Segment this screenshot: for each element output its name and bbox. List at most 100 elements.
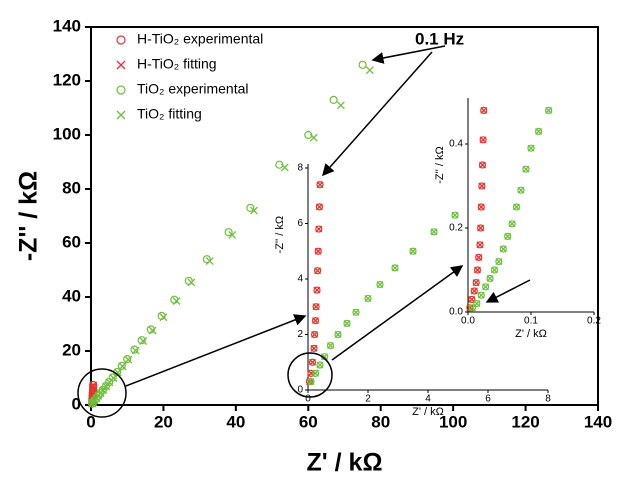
point	[316, 361, 324, 369]
point-stroke	[314, 247, 322, 255]
arrow	[371, 45, 446, 64]
point	[430, 228, 438, 236]
point	[451, 211, 459, 219]
point-stroke	[315, 203, 323, 211]
point-stroke	[187, 278, 196, 287]
point	[202, 255, 211, 264]
point-stroke	[306, 378, 313, 386]
point	[280, 163, 289, 172]
point	[308, 358, 317, 366]
point	[391, 264, 399, 272]
point	[430, 228, 438, 236]
point	[343, 319, 351, 327]
point	[131, 346, 140, 355]
point	[534, 127, 543, 135]
arrow	[125, 314, 307, 387]
point	[472, 279, 480, 287]
point	[480, 106, 488, 115]
point	[334, 330, 342, 339]
x-tick-label: 6	[485, 394, 491, 405]
point	[313, 286, 321, 294]
point-stroke	[535, 127, 543, 135]
x-tick-label: 60	[299, 412, 318, 431]
point	[486, 274, 494, 282]
point-stroke	[477, 291, 485, 299]
point	[312, 317, 319, 325]
point-stroke	[116, 110, 126, 120]
point-stroke	[334, 331, 342, 338]
point-stroke	[504, 232, 512, 240]
point-stroke	[118, 362, 127, 371]
point	[545, 106, 553, 114]
point-stroke	[205, 257, 214, 266]
point-stroke	[172, 297, 181, 306]
point	[307, 378, 315, 386]
point	[508, 220, 516, 228]
point-stroke	[321, 353, 328, 361]
point-stroke	[309, 358, 316, 366]
point-stroke	[116, 60, 126, 70]
point-stroke	[364, 294, 372, 302]
point	[228, 230, 237, 239]
point	[527, 144, 535, 152]
point	[309, 358, 316, 366]
point	[108, 373, 117, 382]
point	[310, 344, 318, 352]
point	[321, 353, 328, 361]
x-tick-label: 0	[305, 394, 311, 405]
point	[159, 313, 168, 322]
point	[116, 60, 126, 70]
point-stroke	[310, 344, 318, 352]
y-tick-label: 0.4	[449, 139, 463, 150]
point	[499, 245, 507, 253]
point	[477, 291, 485, 299]
point	[535, 127, 543, 135]
point-stroke	[89, 381, 98, 390]
point	[482, 283, 490, 291]
point	[479, 136, 487, 144]
point	[358, 60, 367, 69]
point-stroke	[499, 245, 507, 253]
x-tick-label: 20	[154, 412, 173, 431]
point	[470, 287, 478, 295]
inset-background	[468, 98, 594, 312]
point-stroke	[475, 253, 483, 261]
legend-label: TiO₂ fitting	[137, 106, 202, 122]
point-stroke	[327, 342, 334, 350]
point	[522, 165, 530, 173]
point	[311, 331, 319, 338]
point	[527, 144, 535, 152]
point	[491, 266, 498, 274]
point	[148, 326, 157, 335]
point-stroke	[486, 274, 494, 282]
point	[512, 203, 521, 211]
point-stroke	[250, 206, 258, 215]
point	[315, 225, 323, 233]
point	[475, 253, 483, 261]
y-tick-label: 120	[53, 70, 81, 89]
point-stroke	[473, 266, 481, 274]
point	[139, 337, 148, 345]
point	[118, 362, 127, 371]
x-tick-label: 4	[425, 394, 431, 405]
point	[309, 133, 318, 142]
legend-label: H-TiO₂ experimental	[137, 31, 263, 47]
point	[314, 267, 322, 275]
x-tick-label: 2	[365, 394, 371, 405]
y-tick-label: 8	[297, 163, 303, 174]
point-stroke	[391, 264, 399, 272]
point	[486, 274, 494, 282]
point	[117, 361, 126, 370]
point	[476, 241, 484, 249]
point-stroke	[480, 106, 488, 114]
point-stroke	[352, 308, 360, 316]
point	[224, 228, 233, 237]
point	[205, 257, 214, 266]
point-stroke	[314, 267, 322, 275]
point	[477, 224, 485, 232]
point	[365, 66, 374, 75]
x-tick-label: 0.1	[524, 316, 538, 327]
y-tick-label: 80	[62, 178, 81, 197]
point-stroke	[545, 106, 553, 114]
point	[451, 211, 459, 219]
